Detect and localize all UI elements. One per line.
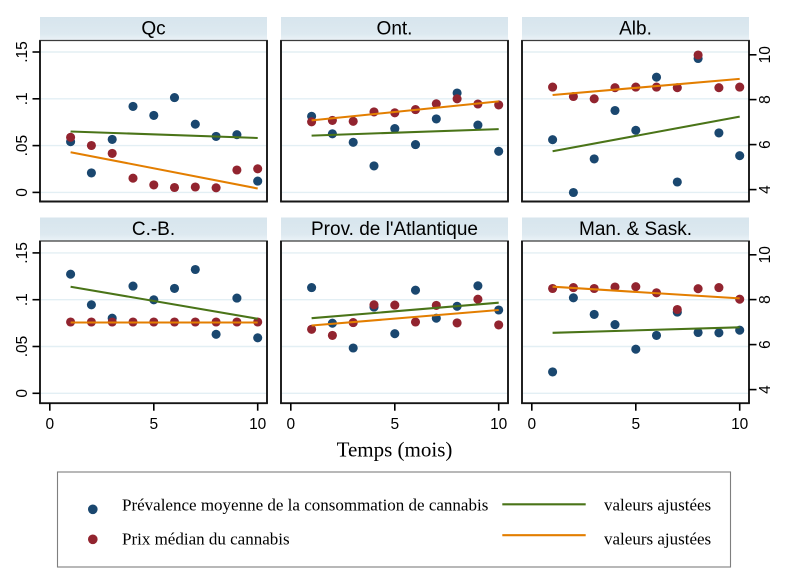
svg-text:0: 0 <box>14 188 31 197</box>
svg-text:5: 5 <box>390 416 399 433</box>
svg-text:.15: .15 <box>14 242 31 264</box>
svg-text:0: 0 <box>14 389 31 398</box>
svg-text:valeurs ajustées: valeurs ajustées <box>604 496 711 515</box>
svg-text:6: 6 <box>757 340 774 349</box>
svg-text:5: 5 <box>631 416 640 433</box>
svg-text:.05: .05 <box>14 336 31 358</box>
svg-text:4: 4 <box>757 185 774 194</box>
svg-text:Prix médian du cannabis: Prix médian du cannabis <box>122 530 290 549</box>
svg-text:10: 10 <box>757 46 774 64</box>
svg-text:Alb.: Alb. <box>619 19 652 40</box>
svg-text:Qc: Qc <box>141 19 165 40</box>
svg-text:5: 5 <box>149 416 158 433</box>
svg-text:Man. & Sask.: Man. & Sask. <box>579 219 692 240</box>
svg-text:10: 10 <box>757 246 774 264</box>
svg-text:Ont.: Ont. <box>377 19 413 40</box>
svg-text:valeurs ajustées: valeurs ajustées <box>604 530 711 549</box>
svg-text:10: 10 <box>490 416 508 433</box>
svg-text:8: 8 <box>757 95 774 104</box>
svg-text:4: 4 <box>757 385 774 394</box>
svg-text:8: 8 <box>757 295 774 304</box>
svg-text:10: 10 <box>249 416 267 433</box>
svg-text:.05: .05 <box>14 135 31 157</box>
svg-text:C.-B.: C.-B. <box>132 219 175 240</box>
svg-text:0: 0 <box>286 416 295 433</box>
svg-text:10: 10 <box>731 416 749 433</box>
svg-text:0: 0 <box>45 416 54 433</box>
svg-text:Prévalence moyenne de la conso: Prévalence moyenne de la consommation de… <box>122 496 488 515</box>
svg-text:.1: .1 <box>14 92 31 105</box>
svg-text:Temps (mois): Temps (mois) <box>337 437 453 461</box>
svg-text:6: 6 <box>757 140 774 149</box>
svg-text:.15: .15 <box>14 41 31 63</box>
svg-text:0: 0 <box>527 416 536 433</box>
svg-text:Prov. de l'Atlantique: Prov. de l'Atlantique <box>311 219 478 240</box>
svg-text:.1: .1 <box>14 293 31 306</box>
